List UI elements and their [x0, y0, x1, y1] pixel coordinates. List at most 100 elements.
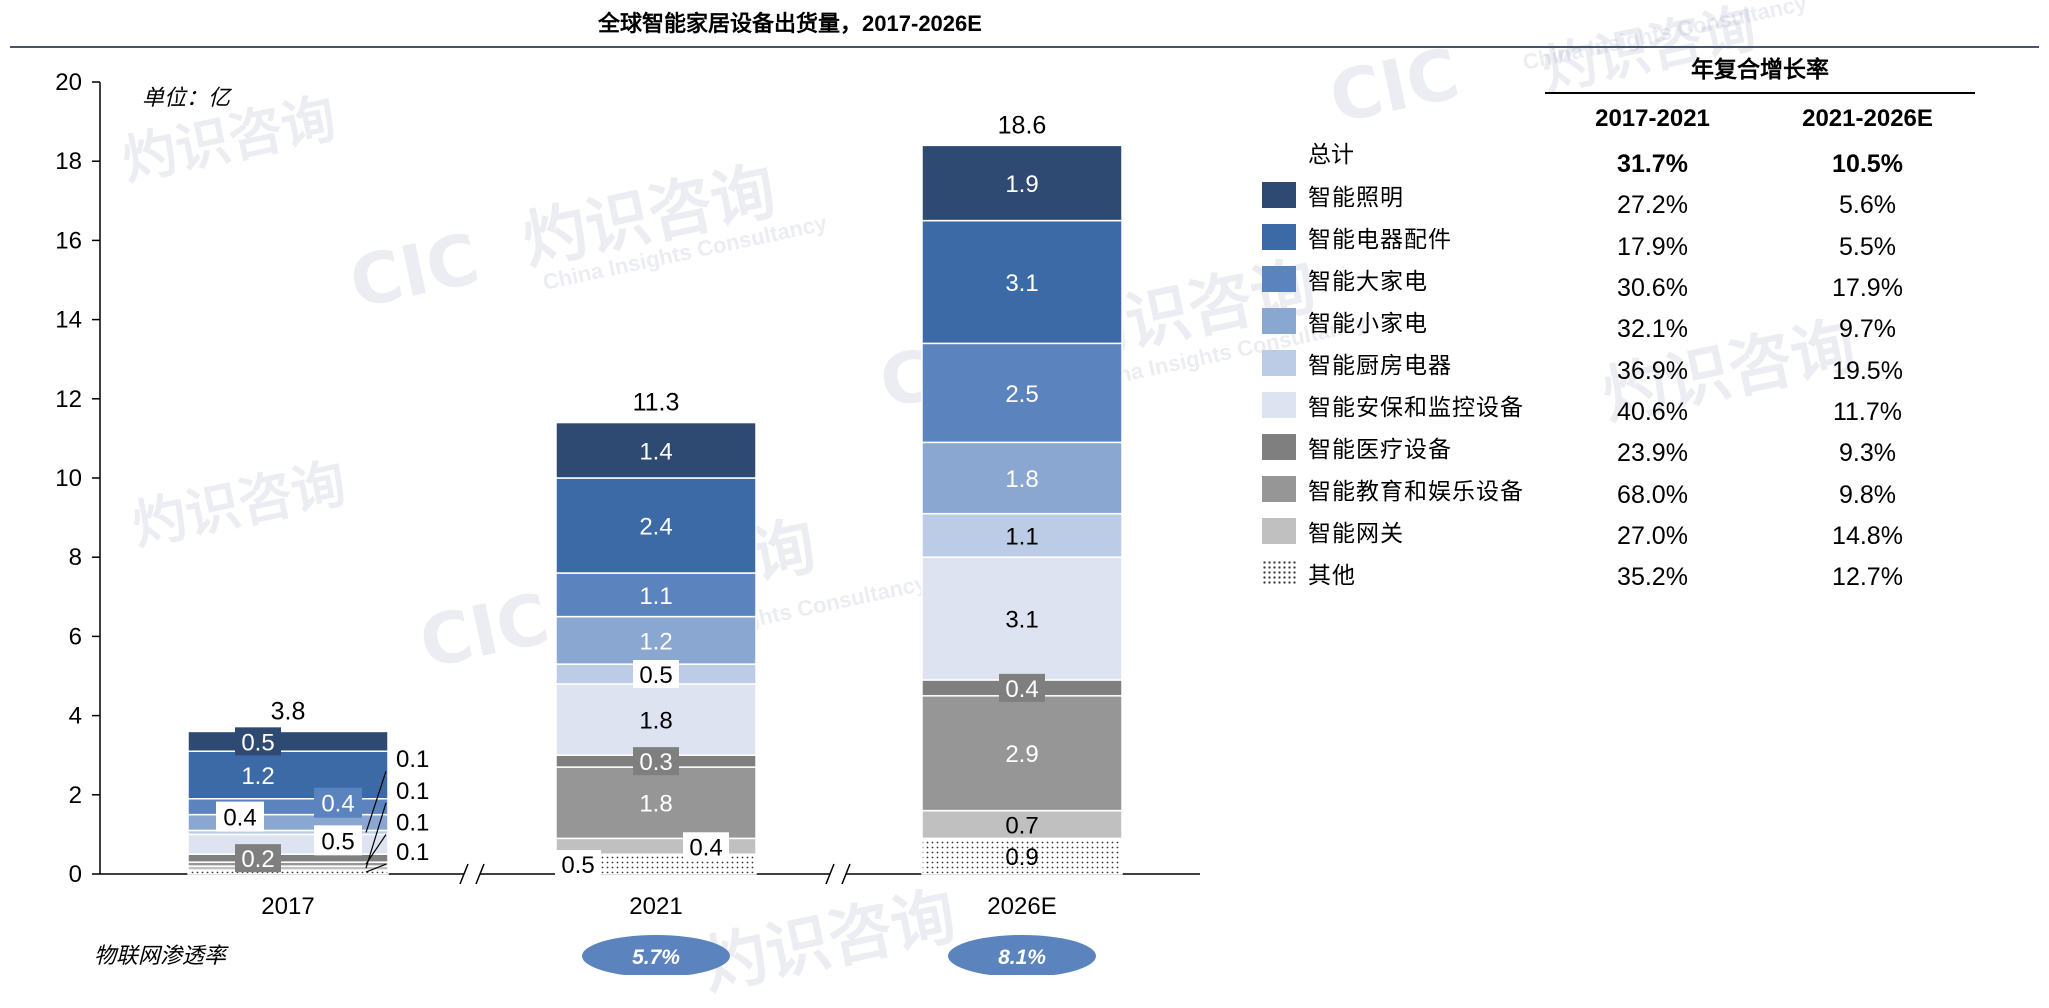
data-label-box: [683, 832, 729, 861]
cagr-table-header: 2017-2021 2021-2026E: [1545, 94, 1975, 144]
cagr-cell: 30.6%: [1617, 274, 1688, 303]
legend-items: 智能照明 智能电器配件 智能大家电 智能小家电 智能厨房电器 智能安保和监控设备 智能医疗设…: [1262, 174, 1582, 594]
data-label-box: [314, 825, 362, 856]
y-tick-label: 2: [69, 782, 82, 809]
cagr-row: 27.2% 5.6%: [1545, 185, 1975, 226]
bar-segment: [921, 342, 1123, 444]
cagr-cell: 32.1%: [1617, 315, 1688, 344]
title-divider: [10, 46, 2039, 48]
data-label: 3.1: [1005, 270, 1038, 297]
data-label: 0.5: [561, 852, 594, 879]
cagr-cell: 27.0%: [1617, 521, 1688, 550]
y-tick-label: 14: [55, 307, 82, 334]
bar-segment: [921, 512, 1123, 558]
data-label: 2.5: [1005, 381, 1038, 408]
cagr-table-body: 31.7% 10.5% 27.2% 5.6% 17.9% 5.5% 30.6% 17.9% 32…: [1545, 144, 1975, 598]
total-label: 18.6: [998, 111, 1047, 139]
bar-segment: [555, 572, 757, 618]
cagr-cell: 10.5%: [1832, 150, 1903, 179]
cagr-cell: 35.2%: [1617, 563, 1688, 592]
data-label: 0.1: [396, 746, 429, 773]
legend-swatch: [1262, 308, 1296, 334]
leader-line: [365, 863, 387, 873]
chart-stage: 灼识咨询 灼识咨询 灼识咨询 灼识咨询 灼识咨询 灼识咨询 灼识咨询 灼识咨询 …: [10, 0, 2039, 1003]
legend-swatch: [1262, 560, 1296, 586]
legend-swatch: [1262, 266, 1296, 292]
legend-swatch: [1262, 518, 1296, 544]
data-label: 1.9: [1005, 171, 1038, 198]
leader-line: [365, 770, 387, 833]
legend-label: 智能网关: [1308, 520, 1404, 546]
data-label: 1.8: [1005, 466, 1038, 493]
y-tick-label: 12: [55, 386, 82, 413]
cagr-cell: 31.7%: [1617, 150, 1688, 179]
chart-title: 全球智能家居设备出货量，2017-2026E: [598, 11, 982, 36]
data-label-box: [555, 850, 601, 879]
legend-item: 智能医疗设备: [1262, 426, 1582, 468]
cagr-table-title: 年复合增长率: [1691, 56, 1829, 82]
cagr-cell: 9.7%: [1839, 315, 1896, 344]
data-label: 1.2: [639, 628, 672, 655]
legend-label: 智能安保和监控设备: [1308, 394, 1524, 420]
cagr-row: 36.9% 19.5%: [1545, 350, 1975, 391]
bar-segment: [187, 853, 389, 863]
cagr-cell: 12.7%: [1832, 563, 1903, 592]
legend-swatch: [1262, 350, 1296, 376]
cagr-row: 30.6% 17.9%: [1545, 268, 1975, 309]
cagr-cell: 11.7%: [1832, 397, 1903, 426]
data-label: 1.1: [639, 583, 672, 610]
data-label: 1.8: [639, 791, 672, 818]
legend: 总计 智能照明 智能电器配件 智能大家电 智能小家电 智能厨房电器 智能安保和监控设备 智能…: [1262, 138, 1582, 594]
legend-item: 其他: [1262, 552, 1582, 594]
cagr-row: 23.9% 9.3%: [1545, 433, 1975, 474]
data-label: 0.4: [223, 805, 256, 832]
legend-item: 智能电器配件: [1262, 216, 1582, 258]
data-label-box: [314, 787, 362, 818]
cagr-table-rule: [1545, 92, 1975, 94]
data-label: 0.5: [241, 729, 274, 756]
data-label: 0.1: [396, 778, 429, 805]
cagr-cell: 36.9%: [1617, 356, 1688, 385]
bar-segment: [921, 556, 1123, 681]
legend-item: 智能照明: [1262, 174, 1582, 216]
data-label-box: [999, 673, 1045, 702]
y-tick-label: 10: [55, 465, 82, 492]
cagr-cell: 23.9%: [1617, 439, 1688, 468]
data-label: 0.4: [689, 834, 722, 861]
legend-label: 智能医疗设备: [1308, 436, 1452, 462]
bar-segment: [555, 766, 757, 840]
legend-item: 智能大家电: [1262, 258, 1582, 300]
bar-segment: [555, 421, 757, 479]
cagr-row: 27.0% 14.8%: [1545, 516, 1975, 557]
cagr-cell: 40.6%: [1617, 397, 1688, 426]
x-tick-label: 2026E: [987, 893, 1056, 920]
cagr-cell: 17.9%: [1832, 274, 1903, 303]
cagr-cell: 5.5%: [1839, 232, 1896, 261]
cagr-cell: 5.6%: [1839, 191, 1896, 220]
leader-line: [365, 834, 387, 865]
cagr-cell: 27.2%: [1617, 191, 1688, 220]
y-tick-label: 16: [55, 227, 82, 254]
iot-penetration-bubble: [948, 935, 1096, 975]
axis-break-gap: [830, 868, 846, 880]
iot-penetration-value: 5.7%: [632, 946, 680, 969]
x-tick-label: 2021: [629, 893, 682, 920]
leader-line: [365, 802, 387, 869]
axis-break-mark: [475, 863, 485, 885]
data-label: 0.3: [639, 749, 672, 776]
legend-item: 智能网关: [1262, 510, 1582, 552]
cagr-row: 32.1% 9.7%: [1545, 309, 1975, 350]
data-label-box: [235, 844, 281, 873]
bar-segment: [187, 730, 389, 752]
legend-item: 智能小家电: [1262, 300, 1582, 342]
y-tick-label: 4: [69, 703, 82, 730]
legend-label: 其他: [1308, 562, 1356, 588]
iot-penetration-bubble: [582, 935, 730, 975]
data-label-box: [235, 761, 281, 789]
cagr-cell: 9.8%: [1839, 480, 1896, 509]
data-label: 0.2: [241, 846, 274, 873]
data-label: 0.1: [396, 810, 429, 837]
cagr-cell: 9.3%: [1839, 439, 1896, 468]
data-label-box: [235, 727, 281, 756]
bar-chart: 024681012141618200.51.20.20.40.40.50.10.…: [55, 69, 1200, 975]
